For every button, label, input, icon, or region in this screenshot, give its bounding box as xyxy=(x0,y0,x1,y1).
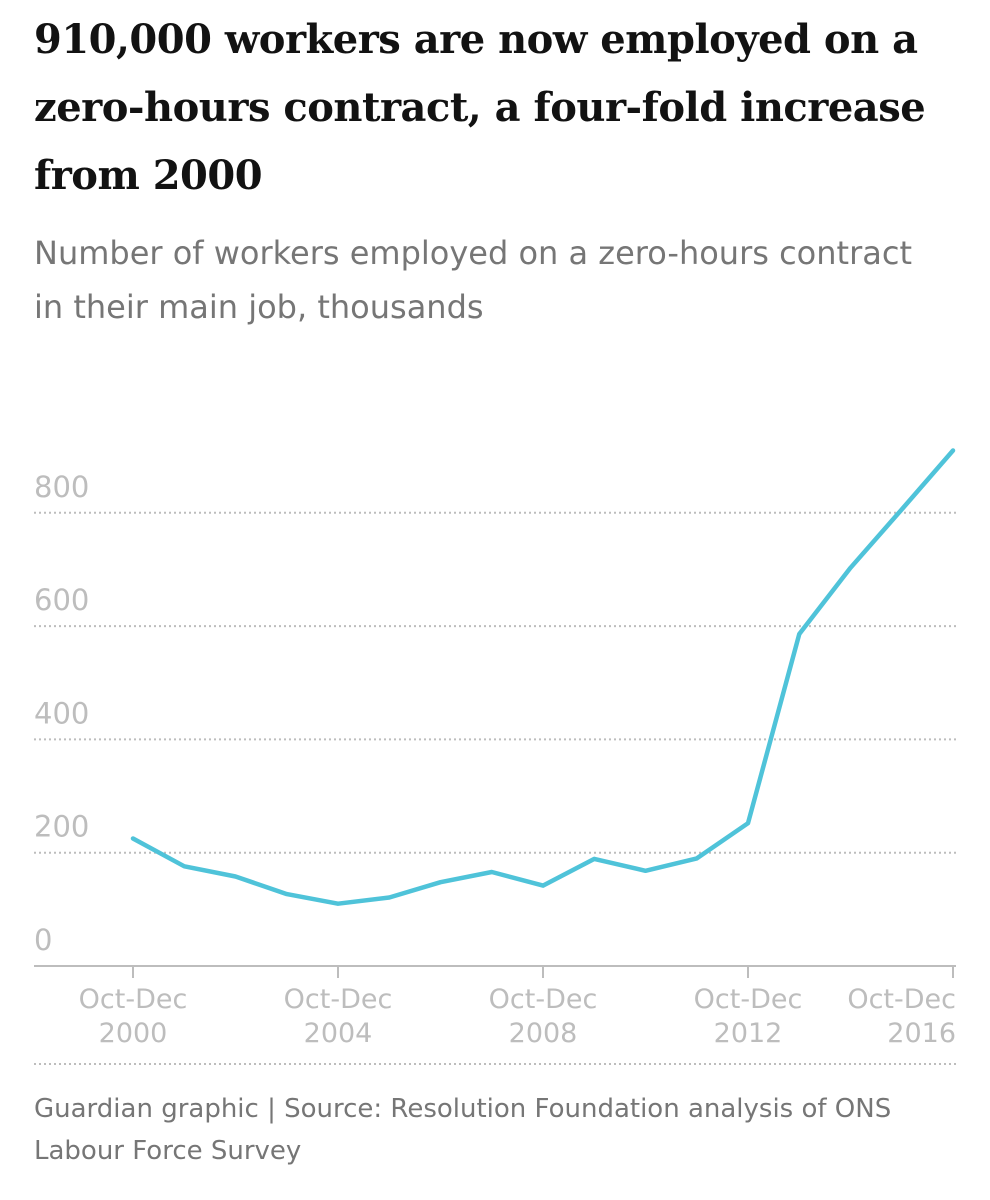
chart-subtitle: Number of workers employed on a zero-hou… xyxy=(34,234,912,326)
y-tick-label: 400 xyxy=(34,696,89,730)
y-tick-label: 0 xyxy=(34,923,52,957)
x-tick-label: Oct-Dec xyxy=(284,984,393,1015)
y-tick-label: 800 xyxy=(34,470,89,504)
chart-title: 910,000 workers are now employed on a ze… xyxy=(34,16,926,199)
x-tick-label: Oct-Dec xyxy=(79,984,188,1015)
x-tick-label: 2004 xyxy=(304,1018,373,1049)
source-footer: Guardian graphic | Source: Resolution Fo… xyxy=(34,1094,892,1166)
series-line xyxy=(130,448,956,906)
y-tick-label: 200 xyxy=(34,810,89,844)
x-tick-label: 2008 xyxy=(509,1018,578,1049)
x-tick-label: Oct-Dec xyxy=(694,984,803,1015)
x-tick-label: 2016 xyxy=(887,1018,956,1049)
x-tick-label: Oct-Dec xyxy=(847,984,956,1015)
y-tick-label: 600 xyxy=(34,583,89,617)
x-tick-label: 2012 xyxy=(714,1018,783,1049)
x-tick-label: Oct-Dec xyxy=(489,984,598,1015)
x-tick-label: 2000 xyxy=(99,1018,168,1049)
